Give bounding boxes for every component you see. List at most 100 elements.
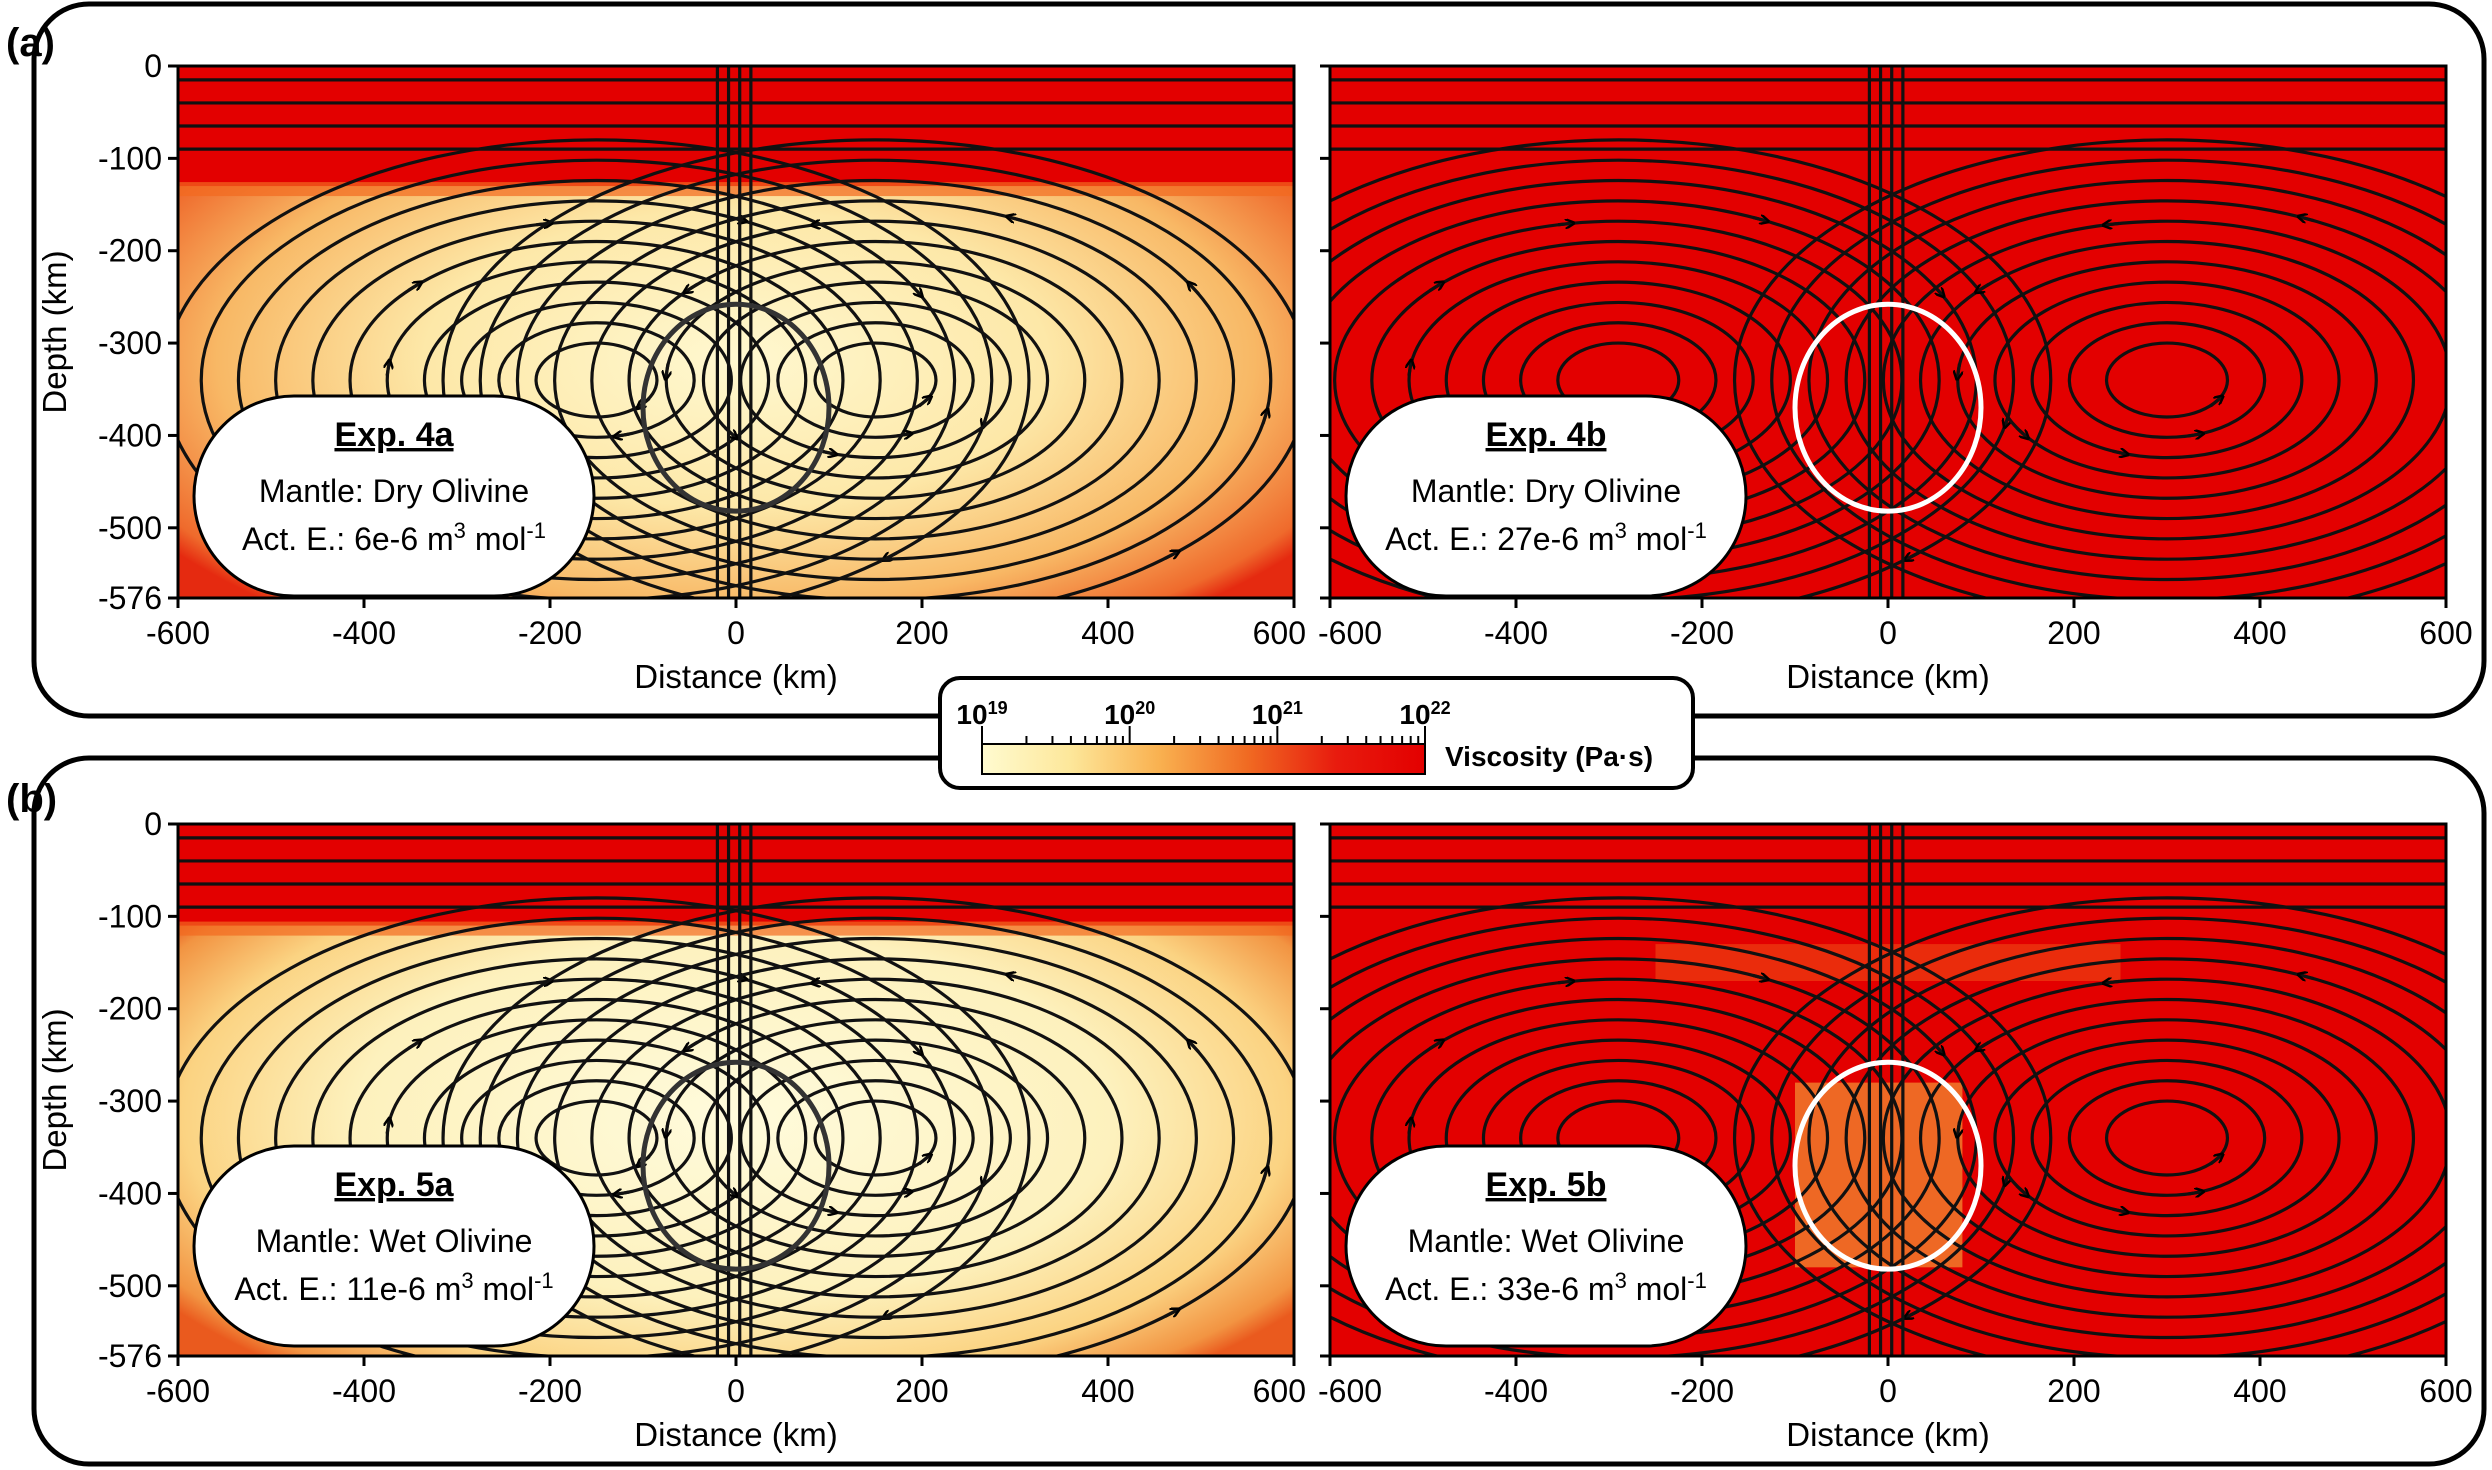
streamline-arrow <box>1164 1311 1176 1318</box>
streamline-arrow <box>815 981 828 982</box>
streamline-arrow <box>984 411 988 423</box>
streamline <box>2104 1099 2230 1177</box>
streamline-arrow <box>1558 223 1570 224</box>
streamline <box>1844 199 2446 561</box>
streamline-arrow <box>2302 975 2314 978</box>
x-tick-label: 600 <box>1253 615 1306 651</box>
x-tick-label: -200 <box>1670 615 1734 651</box>
streamline-arrow <box>387 1122 389 1134</box>
x-tick-label: 600 <box>1253 1373 1306 1409</box>
streamline <box>776 1079 975 1197</box>
x-tick-label: -200 <box>518 1373 582 1409</box>
x-tick-label: 200 <box>2047 1373 2100 1409</box>
x-tick-label: -200 <box>518 615 582 651</box>
streamline-arrow <box>1429 284 1440 292</box>
streamline <box>199 916 994 1356</box>
anomaly-circle <box>1792 1059 1984 1272</box>
streamline-arrow <box>617 434 630 436</box>
y-tick-label: -500 <box>98 1268 162 1304</box>
tick-exponent: 22 <box>1431 698 1451 718</box>
y-tick-label: -300 <box>98 325 162 361</box>
streamline <box>178 138 1031 598</box>
activation-part: Act. E.: 11e-6 m <box>234 1271 461 1307</box>
experiment-title: Exp. 5b <box>1486 1166 1607 1204</box>
experiment-title: Exp. 4a <box>334 416 454 454</box>
activation-label: Act. E.: 33e-6 m3 mol-1 <box>1385 1268 1707 1308</box>
x-axis-label: Distance (km) <box>634 1416 838 1453</box>
lithosphere-transition <box>178 182 1294 197</box>
streamline-arrow <box>2112 451 2125 454</box>
streamline-arrow <box>1190 1043 1200 1053</box>
streamline-arrow <box>2107 223 2120 224</box>
streamline-arrow <box>1908 551 1920 559</box>
streamline-arrow <box>918 398 928 408</box>
streamline <box>497 321 696 439</box>
streamline-arrow <box>1263 1170 1267 1183</box>
colorbar-tick-label: 1021 <box>1252 698 1303 730</box>
streamline <box>1993 1038 2341 1238</box>
panel-exp-4a: -600 -400 -200 0 200 400 600 Distance (km) 0 -100… <box>36 48 1306 695</box>
x-tick-label: 400 <box>2233 1373 2286 1409</box>
x-tick-label: -400 <box>332 1373 396 1409</box>
streamline <box>422 280 771 480</box>
panel-exp-4b: -600 -400 -200 0 200 400 600 Distance (km) Exp. … <box>1318 64 2473 695</box>
y-axis-label: Depth (km) <box>36 250 73 413</box>
streamline <box>590 219 1161 541</box>
streamline <box>2030 300 2304 460</box>
y-axis-label: Depth (km) <box>36 1008 73 1171</box>
experiment-label-box: Exp. 5a Mantle: Wet Olivine Act. E.: 11e-6… <box>192 1144 596 1348</box>
streamline-arrow <box>2015 1184 2026 1194</box>
y-tick-label: -100 <box>98 898 162 934</box>
x-tick-label: 400 <box>1081 1373 1134 1409</box>
activation-part: 3 <box>454 518 466 543</box>
streamline-arrow <box>666 1121 668 1134</box>
streamline-arrow <box>407 1042 418 1050</box>
x-tick-label: 600 <box>2419 1373 2472 1409</box>
streamline <box>348 239 845 521</box>
streamline-arrow <box>687 282 699 290</box>
streamline <box>1770 158 2446 598</box>
streamline <box>441 138 1294 598</box>
streamline <box>1881 219 2446 541</box>
experiment-label-box: Exp. 4a Mantle: Dry Olivine Act. E.: 6e-6 … <box>192 394 596 598</box>
tick-base: 10 <box>1104 699 1135 730</box>
streamline <box>441 896 1294 1356</box>
streamline <box>1807 178 2446 582</box>
streamline <box>460 300 733 460</box>
streamline-arrow <box>1979 282 1990 290</box>
streamline <box>385 260 808 500</box>
streamline <box>813 1099 938 1177</box>
x-tick-label: 200 <box>895 615 948 651</box>
streamline-arrow <box>896 1192 908 1194</box>
streamline <box>1881 977 2446 1299</box>
streamline <box>1733 138 2446 598</box>
activation-part: -1 <box>1687 518 1707 543</box>
streamline-arrow <box>1752 217 1765 220</box>
y-tick-label: -576 <box>98 580 162 616</box>
streamline <box>178 896 1031 1356</box>
activation-part: Act. E.: 33e-6 m <box>1385 1271 1614 1307</box>
label-box-frame <box>192 1144 596 1348</box>
y-tick-label: -200 <box>98 233 162 269</box>
streamline-arrow <box>910 283 919 294</box>
streamline-arrow <box>687 1040 699 1048</box>
experiment-label-box: Exp. 5b Mantle: Wet Olivine Act. E.: 33e-6… <box>1344 1144 1748 1348</box>
streamline <box>701 1038 1050 1238</box>
x-tick-label: -400 <box>332 615 396 651</box>
streamline-arrow <box>2107 981 2120 982</box>
streamline <box>2104 341 2230 419</box>
x-tick-label: 0 <box>1879 615 1897 651</box>
streamline <box>1918 997 2416 1279</box>
streamline-arrow <box>1958 1121 1960 1134</box>
streamline <box>627 997 1124 1279</box>
tick-base: 10 <box>956 699 987 730</box>
streamline-arrow <box>1752 975 1765 978</box>
streamline <box>2030 1058 2304 1218</box>
streamline <box>534 1099 659 1177</box>
activation-part: mol <box>1627 1271 1687 1307</box>
label-box-frame <box>1344 1144 1748 1348</box>
streamline <box>460 1058 733 1218</box>
streamline-arrow <box>896 434 908 436</box>
streamline <box>236 936 957 1340</box>
tick-exponent: 20 <box>1135 698 1155 718</box>
